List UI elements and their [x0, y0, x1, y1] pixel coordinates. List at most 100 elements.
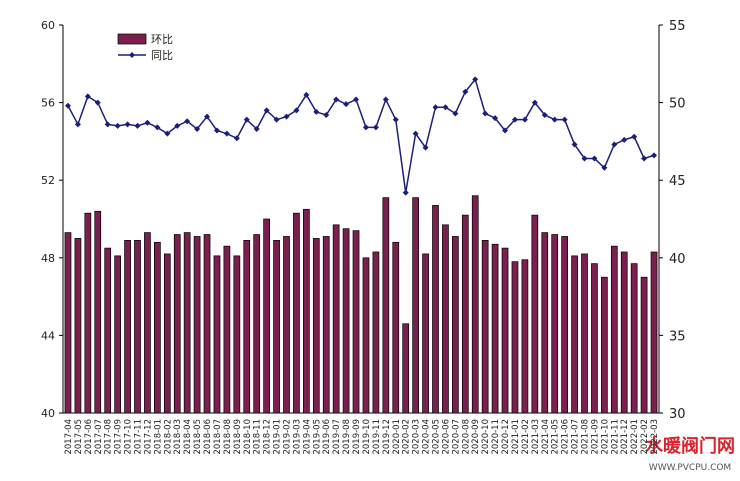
x-tick-label: 2019-12 [382, 419, 392, 455]
line-marker [154, 124, 161, 131]
line-marker [472, 76, 479, 83]
line-marker [412, 130, 419, 137]
line-marker [432, 104, 439, 111]
line-marker [561, 116, 568, 123]
x-tick-label: 2021-01 [511, 419, 521, 455]
x-tick-label: 2017-06 [84, 419, 94, 455]
line-marker [293, 107, 300, 114]
bar [620, 251, 628, 414]
x-tick-label: 2017-08 [104, 419, 114, 455]
line-marker [253, 125, 260, 132]
bar [452, 236, 459, 414]
x-tick-label: 2017-12 [143, 419, 153, 455]
bar [422, 253, 429, 414]
legend-swatch [117, 33, 147, 45]
line-marker [531, 99, 538, 106]
line-marker [213, 127, 220, 134]
bar [481, 239, 489, 414]
bar [74, 238, 82, 414]
line-marker [303, 91, 310, 98]
y-tick-label: 60 [41, 19, 55, 32]
line-marker [631, 133, 638, 140]
x-tick-label: 2019-06 [322, 419, 332, 455]
line-marker [422, 144, 429, 151]
line-marker [571, 141, 578, 148]
x-tick-label: 2018-01 [153, 419, 163, 455]
x-tick-label: 2018-08 [223, 419, 233, 455]
x-tick-label: 2017-10 [124, 419, 134, 455]
x-tick-label: 2021-05 [551, 419, 561, 455]
line-marker [144, 119, 151, 126]
x-tick-label: 2021-10 [600, 419, 610, 455]
x-tick-label: 2020-03 [412, 419, 422, 455]
line-marker [482, 110, 489, 117]
line-marker [194, 125, 201, 132]
x-tick-label: 2019-07 [332, 419, 342, 455]
line-marker [362, 124, 369, 131]
x-tick-label: 2021-09 [590, 419, 600, 455]
x-tick-label: 2018-06 [203, 419, 213, 455]
x-tick-label: 2019-05 [312, 419, 322, 455]
bar [551, 234, 559, 414]
line-marker [243, 116, 250, 123]
y-tick-label: 48 [41, 252, 55, 265]
x-tick-label: 2019-04 [302, 419, 312, 455]
x-tick-label: 2017-04 [64, 419, 74, 455]
line-marker [263, 107, 270, 114]
bar [312, 238, 320, 414]
line-marker [74, 121, 81, 128]
bar [223, 245, 231, 414]
line-marker [601, 164, 608, 171]
bar [134, 239, 141, 414]
watermark-url: WWW.PVCPU.COM [649, 463, 731, 473]
x-tick-label: 2019-11 [372, 419, 382, 455]
bar [392, 241, 400, 414]
x-tick-label: 2020-07 [451, 419, 461, 455]
bar [650, 251, 658, 414]
bar [591, 263, 598, 414]
x-tick-label: 2020-04 [422, 419, 432, 455]
line-marker [591, 155, 598, 162]
x-tick-label: 2018-10 [243, 419, 253, 455]
line-marker [134, 122, 141, 129]
y2-tick-label: 55 [669, 19, 686, 34]
line-marker [283, 113, 290, 120]
x-tick-label: 2018-04 [183, 419, 193, 455]
bar [293, 212, 300, 414]
line-marker [94, 99, 101, 106]
bar [144, 232, 151, 414]
bar [303, 208, 310, 414]
x-tick-label: 2021-07 [571, 419, 581, 455]
line-marker [581, 155, 588, 162]
bar [94, 210, 102, 414]
bar [233, 255, 241, 414]
x-tick-label: 2020-06 [441, 419, 451, 455]
x-tick-label: 2018-12 [263, 419, 273, 455]
line-marker [452, 110, 459, 117]
line-marker [223, 130, 230, 137]
bar [471, 195, 479, 414]
x-tick-label: 2019-09 [352, 419, 362, 455]
line-marker [651, 152, 658, 159]
bar [273, 239, 280, 414]
bar [163, 253, 171, 414]
line-marker [392, 116, 399, 123]
bar [124, 239, 131, 414]
bar [283, 236, 290, 414]
x-tick-label: 2018-11 [253, 419, 263, 455]
y-tick-label: 56 [41, 97, 55, 110]
y-tick-label: 52 [41, 174, 55, 187]
bar [173, 234, 181, 414]
x-tick-label: 2021-02 [521, 419, 531, 455]
bar [442, 224, 449, 414]
line-marker [323, 112, 330, 119]
line-marker [114, 122, 121, 129]
line [67, 77, 655, 193]
bar [84, 212, 92, 414]
x-tick-label: 2020-02 [402, 419, 412, 455]
bar [571, 255, 578, 414]
bar [154, 241, 161, 414]
line-marker [174, 122, 181, 129]
x-tick-label: 2021-06 [561, 419, 571, 455]
bar [541, 232, 549, 414]
